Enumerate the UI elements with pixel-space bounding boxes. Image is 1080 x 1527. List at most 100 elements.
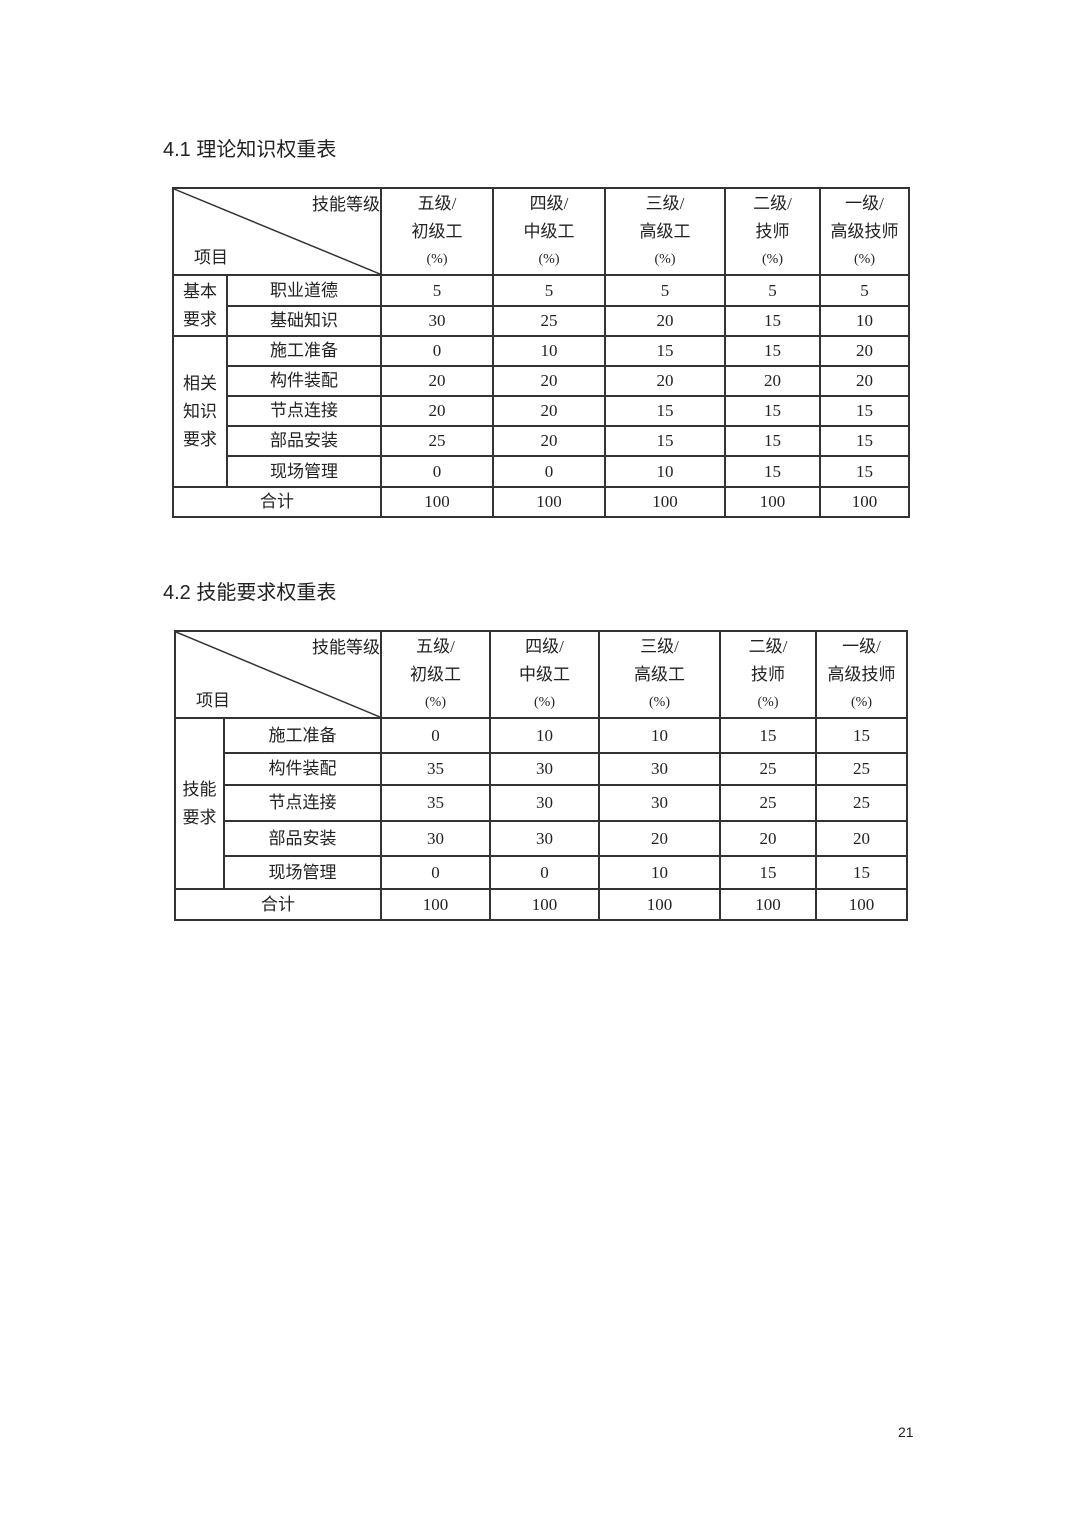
value-cell: 25 (492, 305, 606, 337)
item-cell: 现场管理 (223, 855, 382, 890)
level-header: 四级/中级工 (%) (489, 630, 600, 719)
value-cell: 20 (604, 305, 726, 337)
table-row: 相关 知识 要求 施工准备 0 10 15 15 20 (172, 335, 910, 488)
value-cell: 20 (380, 395, 494, 427)
item-cell: 构件装配 (223, 752, 382, 786)
value-cell: 20 (492, 425, 606, 457)
value-cell: 0 (492, 455, 606, 488)
value-cell: 25 (380, 425, 494, 457)
value-cell: 30 (598, 752, 721, 786)
value-cell: 20 (604, 365, 726, 397)
value-cell: 30 (380, 305, 494, 337)
table-row: 构件装配 35 30 30 25 25 (175, 752, 908, 786)
total-label: 合计 (174, 888, 382, 921)
value-cell: 25 (719, 752, 817, 786)
group-label: 相关 知识 要求 (172, 335, 228, 488)
level-header-line: 一级/ (842, 636, 881, 656)
level-header: 四级/中级工 (%) (492, 187, 606, 276)
value-cell: 10 (598, 717, 721, 754)
level-header-line: 二级/ (748, 636, 788, 656)
table-row: 基本 要求 职业道德 5 5 5 5 5 (172, 274, 910, 337)
value-cell: 25 (719, 784, 817, 822)
value-cell: 35 (380, 752, 491, 786)
level-header-line: 中级工 (519, 664, 570, 684)
total-value-cell: 100 (380, 486, 494, 518)
level-header-line: 一级/ (845, 193, 884, 213)
value-cell: 15 (724, 395, 821, 427)
value-cell: 15 (815, 855, 908, 890)
level-header-line: 二级/ (753, 193, 792, 213)
item-cell: 节点连接 (223, 784, 382, 822)
value-cell: 10 (598, 855, 721, 890)
level-header-line: 中级工 (523, 221, 575, 241)
value-cell: 15 (719, 855, 817, 890)
level-header-line: 初级工 (410, 664, 461, 684)
item-cell: 施工准备 (226, 335, 382, 367)
level-header-line: 三级/ (640, 636, 679, 656)
level-header: 五级/初级工 (%) (380, 630, 491, 719)
total-value-cell: 100 (492, 486, 606, 518)
value-cell: 30 (598, 784, 721, 822)
value-cell: 20 (598, 820, 721, 857)
table-row: 节点连接 20 20 15 15 15 (173, 395, 910, 427)
level-header: 一级/高级技师 (%) (815, 630, 908, 719)
level-header-line: 五级/ (417, 193, 457, 213)
table-row: 构件装配 20 20 20 20 20 (173, 365, 910, 397)
value-cell: 15 (719, 717, 817, 754)
total-value-cell: 100 (380, 888, 491, 921)
level-header-line: (%) (538, 251, 560, 267)
table-row: 部品安装 25 20 15 15 15 (173, 425, 910, 457)
section-title-4-1: 4.1 理论知识权重表 (163, 139, 337, 161)
theory-knowledge-weight-table: 技能等级 项目 五级/初级工 (%) 四级/中级工 (%) 三级/高级工 (%) 二级/技师 (%… (172, 187, 910, 518)
value-cell: 25 (815, 784, 908, 822)
total-row: 合计 100 100 100 100 100 (172, 486, 910, 518)
table-row: 节点连接 35 30 30 25 25 (175, 784, 908, 822)
value-cell: 15 (604, 395, 726, 427)
level-header-line: 五级/ (416, 636, 455, 656)
level-header-line: 高级技师 (827, 664, 896, 684)
value-cell: 20 (819, 365, 910, 397)
value-cell: 0 (489, 855, 600, 890)
level-header: 三级/高级工 (%) (598, 630, 721, 719)
value-cell: 0 (380, 335, 494, 367)
corner-header-cell: 技能等级 项目 (174, 630, 382, 719)
level-header-line: (%) (851, 694, 872, 710)
table-row: 基础知识 30 25 20 15 10 (173, 305, 910, 337)
level-header: 一级/高级技师 (%) (819, 187, 910, 276)
corner-header-cell: 技能等级 项目 (172, 187, 382, 276)
total-value-cell: 100 (719, 888, 817, 921)
value-cell: 15 (819, 455, 910, 488)
value-cell: 15 (819, 395, 910, 427)
level-header-line: 三级/ (645, 193, 685, 213)
item-cell: 施工准备 (223, 717, 382, 754)
level-header-line: (%) (762, 251, 783, 267)
corner-top-label: 技能等级 (312, 195, 380, 214)
total-value-cell: 100 (598, 888, 721, 921)
corner-top-label: 技能等级 (312, 638, 380, 657)
value-cell: 20 (492, 365, 606, 397)
value-cell: 5 (604, 274, 726, 307)
value-cell: 25 (815, 752, 908, 786)
value-cell: 0 (380, 717, 491, 754)
level-header-line: 高级技师 (830, 221, 899, 241)
value-cell: 15 (724, 305, 821, 337)
value-cell: 5 (492, 274, 606, 307)
level-header-line: (%) (757, 694, 779, 710)
value-cell: 35 (380, 784, 491, 822)
item-cell: 部品安装 (223, 820, 382, 857)
total-value-cell: 100 (489, 888, 600, 921)
total-value-cell: 100 (604, 486, 726, 518)
value-cell: 15 (815, 717, 908, 754)
item-cell: 现场管理 (226, 455, 382, 488)
item-cell: 构件装配 (226, 365, 382, 397)
total-label: 合计 (172, 486, 382, 518)
level-header-line: (%) (854, 251, 875, 267)
level-header-line: 四级/ (525, 636, 564, 656)
value-cell: 5 (724, 274, 821, 307)
value-cell: 15 (819, 425, 910, 457)
total-row: 合计 100 100 100 100 100 (174, 888, 908, 921)
level-header-line: 初级工 (411, 221, 463, 241)
skill-requirement-weight-table: 技能等级 项目 五级/初级工 (%) 四级/中级工 (%) 三级/高级工 (%) 二级/技师 (%… (174, 630, 908, 921)
value-cell: 20 (724, 365, 821, 397)
level-header-line: 技师 (755, 221, 790, 241)
